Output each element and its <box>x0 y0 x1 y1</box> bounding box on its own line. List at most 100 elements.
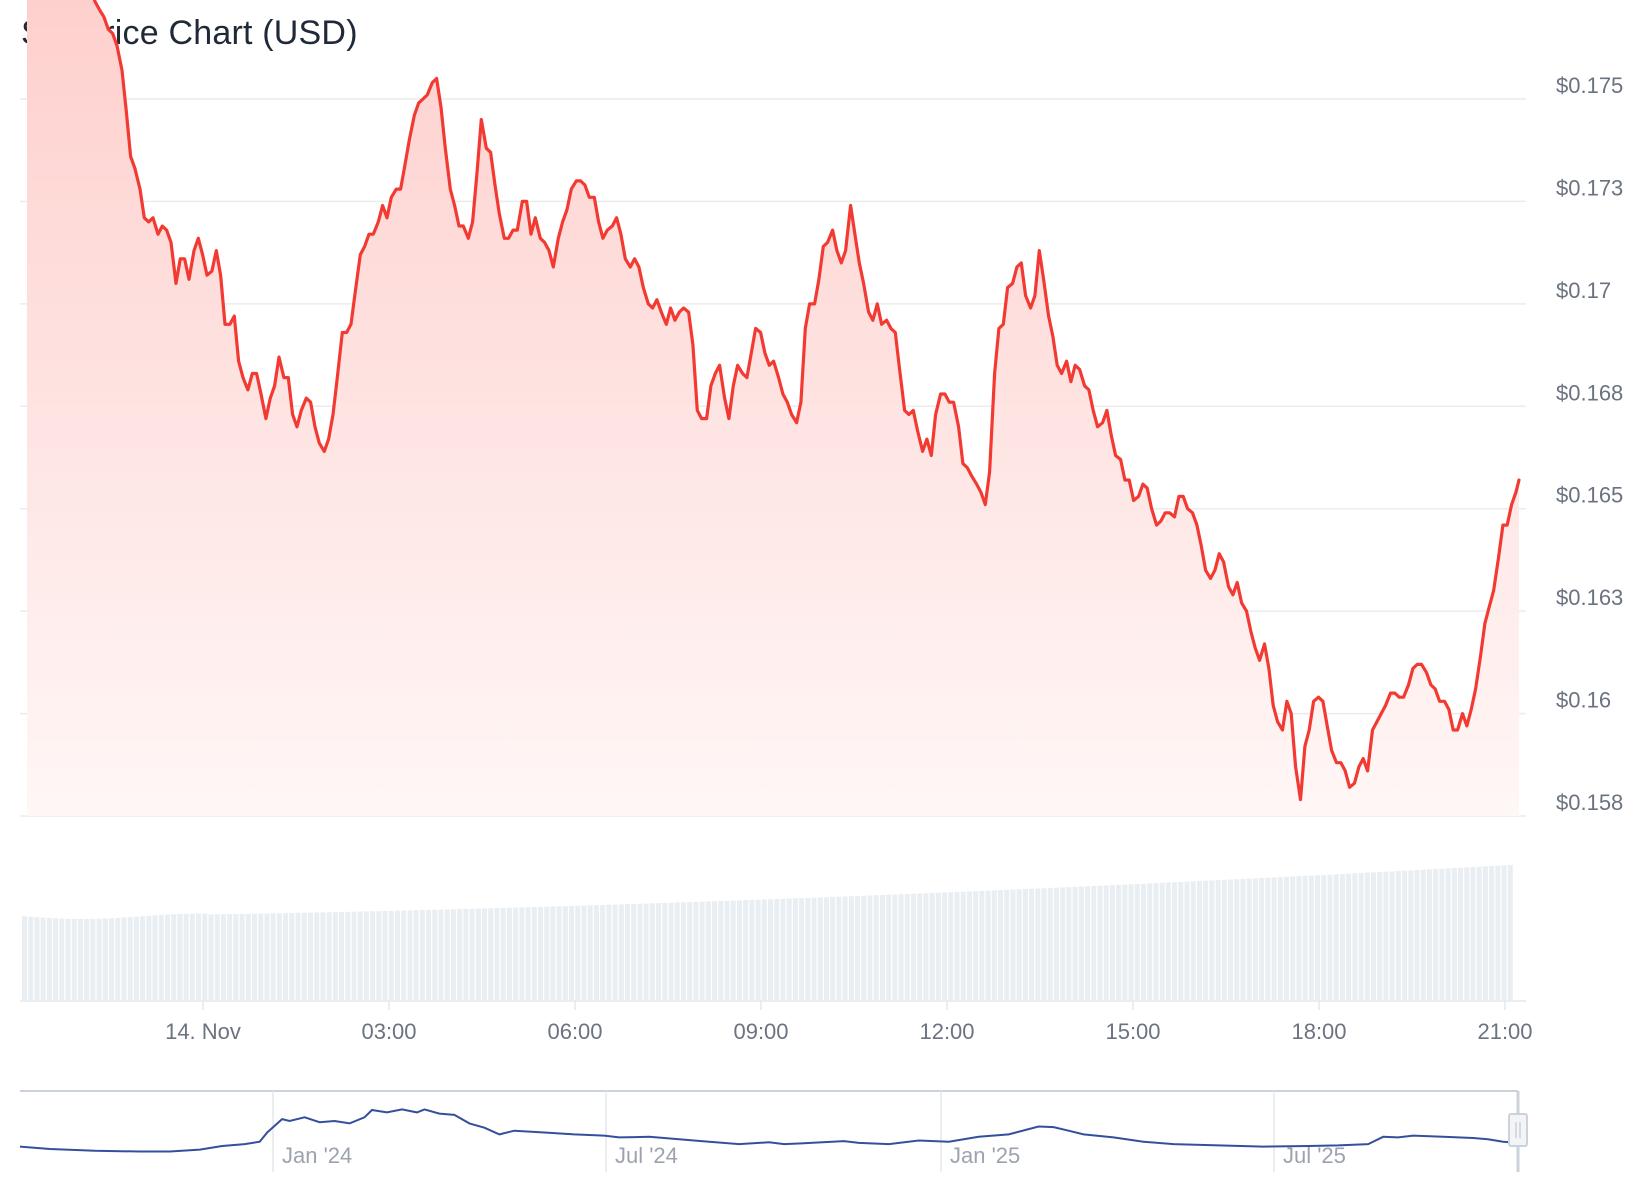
volume-bar <box>177 913 183 1000</box>
volume-bar <box>1271 877 1277 1000</box>
volume-bar <box>1408 870 1414 1000</box>
volume-bar <box>1501 865 1507 1000</box>
volume-bar <box>1010 889 1016 1000</box>
volume-bar <box>109 918 115 1000</box>
volume-bar <box>687 902 693 1000</box>
volume-bar <box>743 900 749 1000</box>
volume-bar <box>786 898 792 1000</box>
volume-bar <box>1364 872 1370 1000</box>
volume-bar <box>1072 886 1078 1000</box>
volume-bar <box>923 893 929 1000</box>
volume-bar <box>886 894 892 1000</box>
volume-bar <box>463 908 469 1000</box>
volume-bar <box>1184 881 1190 1000</box>
volume-bar <box>1147 883 1153 1000</box>
volume-bar <box>133 916 139 1000</box>
volume-bar <box>40 917 46 1000</box>
volume-bar <box>320 912 326 1000</box>
volume-bar <box>96 918 102 1000</box>
volume-bar <box>537 906 543 1000</box>
volume-bar <box>861 895 867 1000</box>
volume-bar <box>59 918 65 1000</box>
volume-bar <box>1296 876 1302 1000</box>
volume-bar <box>419 910 425 1000</box>
volume-bar <box>562 906 568 1000</box>
volume-bar <box>1495 865 1501 1000</box>
volume-bar <box>724 900 730 1000</box>
volume-bar <box>674 902 680 1000</box>
navigator-label: Jul '24 <box>615 1143 678 1168</box>
volume-bar <box>283 913 289 1000</box>
volume-bar <box>34 917 40 1000</box>
volume-bar <box>500 907 506 1000</box>
volume-bar <box>196 913 202 1000</box>
volume-bar <box>1196 881 1202 1000</box>
volume-bar <box>1489 866 1495 1000</box>
y-tick-label: $0.17 <box>1556 278 1611 303</box>
volume-bar <box>755 899 761 1000</box>
volume-bar <box>1246 878 1252 1000</box>
volume-bar <box>258 913 264 1000</box>
volume-bar <box>345 911 351 1000</box>
volume-bar <box>917 893 923 1000</box>
volume-bar <box>699 901 705 1000</box>
volume-bar <box>146 915 152 1000</box>
volume-bar <box>1004 889 1010 1000</box>
volume-bar <box>712 901 718 1000</box>
volume-bar <box>736 900 742 1000</box>
volume-bar <box>519 907 525 1000</box>
volume-bar <box>954 891 960 1000</box>
volume-bar <box>1159 882 1165 1000</box>
volume-bar <box>1234 879 1240 1000</box>
volume-bar <box>823 897 829 1000</box>
volume-bar <box>799 898 805 1000</box>
navigator-label: Jan '24 <box>282 1143 352 1168</box>
volume-bar <box>53 918 59 1000</box>
volume-bar <box>164 914 170 1000</box>
volume-bar <box>631 903 637 1000</box>
volume-bar <box>1333 874 1339 1000</box>
volume-bar <box>1402 870 1408 1000</box>
x-tick-label: 12:00 <box>919 1019 974 1044</box>
volume-bar <box>90 918 96 1000</box>
volume-bar <box>569 905 575 1000</box>
volume-bar <box>121 917 127 1000</box>
navigator[interactable]: Jan '24 Jul '24 Jan '25 Jul '25 <box>19 1090 1528 1172</box>
volume-bar <box>513 907 519 1000</box>
volume-bar <box>339 911 345 1000</box>
volume-bar <box>183 913 189 1000</box>
volume-bar <box>531 907 537 1000</box>
volume-bar <box>264 913 270 1000</box>
volume-bar <box>450 909 456 1000</box>
volume-bar <box>625 904 631 1000</box>
volume-bar <box>158 914 164 1000</box>
volume-bar <box>1482 866 1488 1000</box>
volume-bar <box>1215 880 1221 1000</box>
volume-bar <box>351 911 357 1000</box>
volume-bar <box>1321 874 1327 1000</box>
volume-bar <box>1327 874 1333 1000</box>
volume-bar <box>730 900 736 1000</box>
volume-bar <box>1078 886 1084 1000</box>
volume-bar <box>1265 877 1271 1000</box>
volume-bar <box>904 893 910 1000</box>
volume-bar <box>1259 878 1265 1000</box>
x-tick-label: 03:00 <box>361 1019 416 1044</box>
volume-bar <box>370 911 376 1000</box>
volume-bar <box>220 914 226 1000</box>
volume-bar <box>643 903 649 1000</box>
volume-bar <box>127 917 133 1000</box>
volume-bar <box>457 909 463 1000</box>
volume-bar <box>1203 880 1209 1000</box>
volume-bar <box>295 912 301 1000</box>
navigator-handle-right[interactable] <box>1508 1113 1528 1147</box>
volume-bar <box>1433 869 1439 1000</box>
volume-bar <box>289 913 295 1000</box>
volume-bar <box>46 917 52 1000</box>
volume-bar <box>662 902 668 1000</box>
volume-bar <box>1178 881 1184 1000</box>
price-line-path[interactable] <box>27 0 1521 802</box>
volume-bar <box>525 907 531 1000</box>
volume-bar <box>407 910 413 1000</box>
